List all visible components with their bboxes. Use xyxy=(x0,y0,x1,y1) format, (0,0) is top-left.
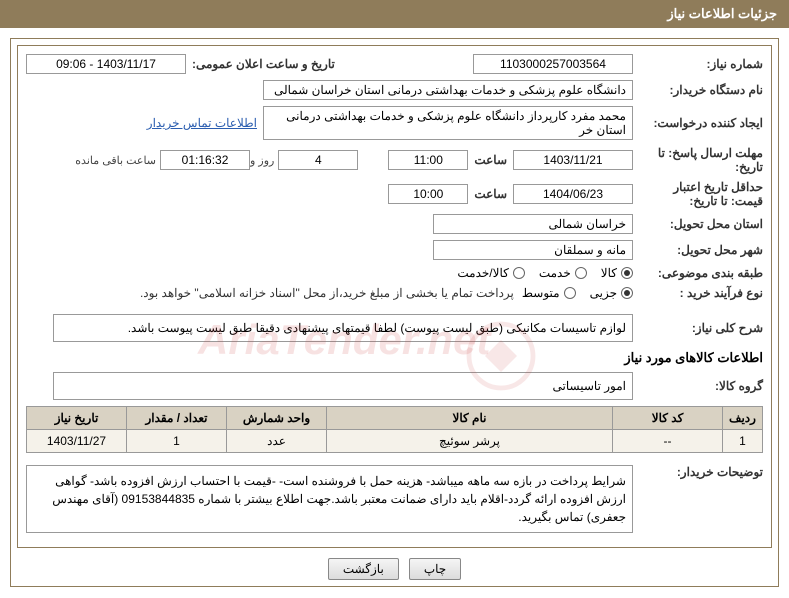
td-date: 1403/11/27 xyxy=(27,430,127,453)
row-goods-group: گروه کالا: امور تاسیساتی xyxy=(26,372,763,400)
goods-table: ردیف کد کالا نام کالا واحد شمارش تعداد /… xyxy=(26,406,763,453)
price-validity-date: 1404/06/23 xyxy=(513,184,633,204)
back-button[interactable]: بازگشت xyxy=(328,558,399,580)
purchase-option-1[interactable]: متوسط xyxy=(522,286,576,300)
td-name: پرشر سوئیچ xyxy=(327,430,613,453)
row-buyer-notes: توضیحات خریدار: شرایط پرداخت در بازه سه … xyxy=(26,459,763,533)
need-number-label: شماره نیاز: xyxy=(633,57,763,71)
table-row: 1 -- پرشر سوئیچ عدد 1 1403/11/27 xyxy=(27,430,763,453)
announce-datetime-label: تاریخ و ساعت اعلان عمومی: xyxy=(186,57,341,71)
th-row: ردیف xyxy=(723,407,763,430)
delivery-city-value: مانه و سملقان xyxy=(433,240,633,260)
buyer-notes-label: توضیحات خریدار: xyxy=(633,459,763,479)
days-sep: روز و xyxy=(250,154,274,167)
requester-value: محمد مفرد کارپرداز دانشگاه علوم پزشکی و … xyxy=(263,106,633,140)
need-desc-label: شرح کلی نیاز: xyxy=(633,321,763,335)
need-desc-value: لوازم تاسیسات مکانیکی (طبق لیست پیوست) ل… xyxy=(53,314,633,342)
remaining-time: 01:16:32 xyxy=(160,150,250,170)
td-code: -- xyxy=(613,430,723,453)
page-title: جزئیات اطلاعات نیاز xyxy=(667,6,777,21)
category-option-1[interactable]: خدمت xyxy=(539,266,587,280)
buyer-contact-link[interactable]: اطلاعات تماس خریدار xyxy=(147,116,257,130)
purchase-note: پرداخت تمام یا بخشی از مبلغ خرید،از محل … xyxy=(140,286,514,300)
time-label-1: ساعت xyxy=(468,153,513,167)
delivery-province-value: خراسان شمالی xyxy=(433,214,633,234)
td-unit: عدد xyxy=(227,430,327,453)
td-qty: 1 xyxy=(127,430,227,453)
buyer-notes-value: شرایط پرداخت در بازه سه ماهه میباشد- هزی… xyxy=(26,465,633,533)
buyer-org-value: دانشگاه علوم پزشکی و خدمات بهداشتی درمان… xyxy=(263,80,633,100)
goods-group-label: گروه کالا: xyxy=(633,379,763,393)
print-button[interactable]: چاپ xyxy=(409,558,461,580)
radio-icon xyxy=(575,267,587,279)
th-code: کد کالا xyxy=(613,407,723,430)
radio-icon xyxy=(513,267,525,279)
category-label: طبقه بندی موضوعی: xyxy=(633,266,763,280)
delivery-city-label: شهر محل تحویل: xyxy=(633,243,763,257)
remaining-days: 4 xyxy=(278,150,358,170)
row-delivery-city: شهر محل تحویل: مانه و سملقان xyxy=(26,240,763,260)
row-need-desc: شرح کلی نیاز: لوازم تاسیسات مکانیکی (طبق… xyxy=(26,314,763,342)
th-name: نام کالا xyxy=(327,407,613,430)
category-option-2[interactable]: کالا/خدمت xyxy=(457,266,524,280)
th-date: تاریخ نیاز xyxy=(27,407,127,430)
row-price-validity: حداقل تاریخ اعتبار قیمت: تا تاریخ: 1404/… xyxy=(26,180,763,208)
table-header-row: ردیف کد کالا نام کالا واحد شمارش تعداد /… xyxy=(27,407,763,430)
td-row: 1 xyxy=(723,430,763,453)
announce-datetime-value: 1403/11/17 - 09:06 xyxy=(26,54,186,74)
time-label-2: ساعت xyxy=(468,187,513,201)
requester-label: ایجاد کننده درخواست: xyxy=(633,116,763,130)
row-buyer-org: نام دستگاه خریدار: دانشگاه علوم پزشکی و … xyxy=(26,80,763,100)
th-unit: واحد شمارش xyxy=(227,407,327,430)
outer-frame: AriaTender.net شماره نیاز: 1103000257003… xyxy=(10,38,779,587)
reply-deadline-date: 1403/11/21 xyxy=(513,150,633,170)
row-requester: ایجاد کننده درخواست: محمد مفرد کارپرداز … xyxy=(26,106,763,140)
inner-frame: AriaTender.net شماره نیاز: 1103000257003… xyxy=(17,45,772,548)
row-delivery-province: استان محل تحویل: خراسان شمالی xyxy=(26,214,763,234)
radio-icon xyxy=(564,287,576,299)
row-reply-deadline: مهلت ارسال پاسخ: تا تاریخ: 1403/11/21 سا… xyxy=(26,146,763,174)
reply-deadline-time: 11:00 xyxy=(388,150,468,170)
buttons-row: چاپ بازگشت xyxy=(17,558,772,580)
row-purchase-type: نوع فرآیند خرید : جزیی متوسط پرداخت تمام… xyxy=(26,286,763,300)
purchase-type-label: نوع فرآیند خرید : xyxy=(633,286,763,300)
page-header: جزئیات اطلاعات نیاز xyxy=(0,0,789,28)
remaining-suffix: ساعت باقی مانده xyxy=(75,154,156,167)
category-radio-group: کالا خدمت کالا/خدمت xyxy=(457,266,633,280)
reply-deadline-label: مهلت ارسال پاسخ: تا تاریخ: xyxy=(633,146,763,174)
purchase-radio-group: جزیی متوسط xyxy=(522,286,633,300)
row-need-number: شماره نیاز: 1103000257003564 تاریخ و ساع… xyxy=(26,54,763,74)
purchase-option-0[interactable]: جزیی xyxy=(590,286,633,300)
need-number-value: 1103000257003564 xyxy=(473,54,633,74)
price-validity-label: حداقل تاریخ اعتبار قیمت: تا تاریخ: xyxy=(633,180,763,208)
price-validity-time: 10:00 xyxy=(388,184,468,204)
goods-group-value: امور تاسیساتی xyxy=(53,372,633,400)
buyer-org-label: نام دستگاه خریدار: xyxy=(633,83,763,97)
category-option-0[interactable]: کالا xyxy=(601,266,633,280)
radio-icon xyxy=(621,287,633,299)
th-qty: تعداد / مقدار xyxy=(127,407,227,430)
delivery-province-label: استان محل تحویل: xyxy=(633,217,763,231)
row-category: طبقه بندی موضوعی: کالا خدمت کالا/خدمت xyxy=(26,266,763,280)
goods-section-title: اطلاعات کالاهای مورد نیاز xyxy=(26,350,763,366)
radio-icon xyxy=(621,267,633,279)
